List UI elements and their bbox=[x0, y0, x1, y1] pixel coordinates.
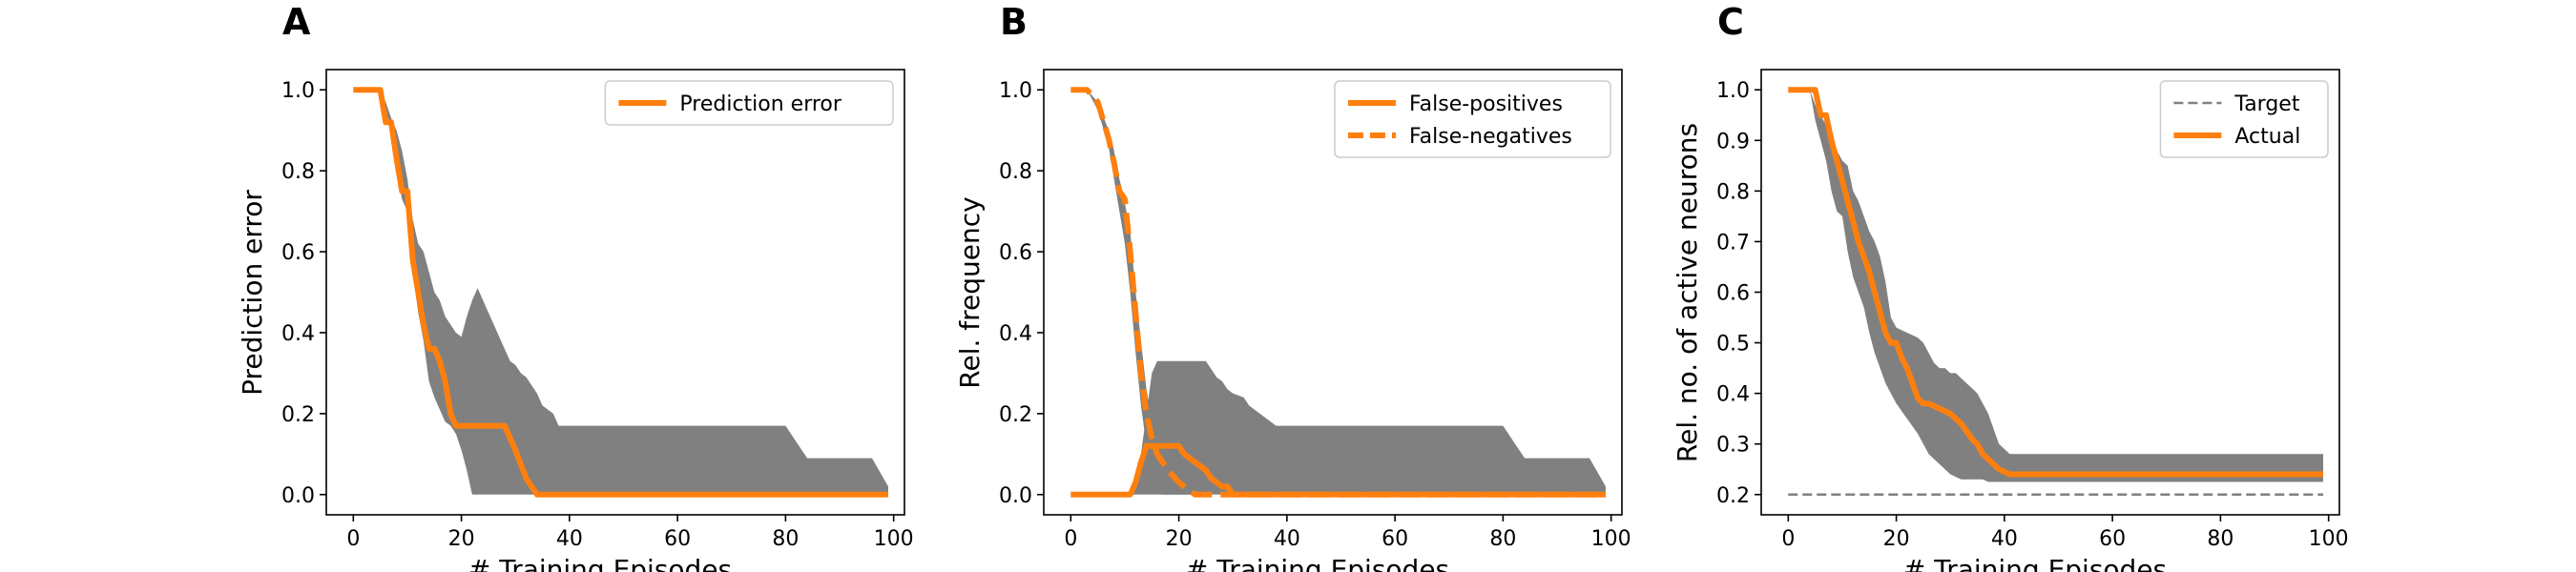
panel-c-plot: 0 20 40 60 80 100 0.2 0.3 0.4 0.5 0.6 0.7 0.8 0.9 1.0 T… bbox=[1716, 69, 2349, 551]
panel-a-ytick-label-3: 0.6 bbox=[281, 241, 315, 265]
panel-c-ytick-label-8: 1.0 bbox=[1716, 79, 1750, 103]
panel-a-ytick-label-2: 0.4 bbox=[281, 322, 315, 346]
panel-c-xtick-label-2: 40 bbox=[1991, 527, 2018, 551]
panel-c-series-1-line bbox=[1788, 87, 2323, 478]
panel-b-xtick-label-1: 20 bbox=[1166, 527, 1193, 551]
panel-a: A 0 20 40 60 80 100 0.0 0.2 0.4 0.6 0.8 1.0 Predicti… bbox=[237, 1, 914, 572]
panel-b-legend-label-1: False-negatives bbox=[1409, 125, 1572, 149]
panel-a-frame bbox=[325, 69, 905, 516]
panel-b-xtick-label-4: 80 bbox=[1489, 527, 1516, 551]
panel-b-legend-label-0: False-positives bbox=[1409, 92, 1563, 116]
panel-a-xtick-label-5: 100 bbox=[874, 527, 914, 551]
panel-b-xtick-label-5: 100 bbox=[1591, 527, 1631, 551]
panel-b-ytick-label-5: 1.0 bbox=[999, 79, 1032, 103]
panel-b-data-layer bbox=[1070, 87, 1606, 498]
panel-b-ytick-label-1: 0.2 bbox=[999, 403, 1032, 427]
panel-b-ytick-label-0: 0.0 bbox=[999, 484, 1032, 508]
panel-b-frame bbox=[1043, 69, 1623, 516]
panel-b-xtick-label-0: 0 bbox=[1064, 527, 1077, 551]
panel-b-ylabel: Rel. frequency bbox=[954, 196, 986, 388]
panel-c-ytick-label-7: 0.9 bbox=[1716, 130, 1750, 153]
panel-a-ylabel: Prediction error bbox=[237, 190, 268, 396]
panel-a-legend-label-0: Prediction error bbox=[679, 92, 841, 116]
panel-a-band-0 bbox=[353, 90, 888, 495]
panel-b-xlabel: # Training Episodes bbox=[1186, 554, 1449, 572]
panel-a-xtick-label-1: 20 bbox=[448, 527, 475, 551]
panel-c-letter: C bbox=[1717, 1, 1744, 43]
panel-b-xtick-label-3: 60 bbox=[1381, 527, 1408, 551]
panel-a-ytick-label-1: 0.2 bbox=[281, 403, 315, 427]
panel-c-ytick-label-6: 0.8 bbox=[1716, 180, 1750, 204]
panel-c-xtick-label-0: 0 bbox=[1781, 527, 1795, 551]
panel-b-plot: 0 20 40 60 80 100 0.0 0.2 0.4 0.6 0.8 1.0 False-posi… bbox=[999, 69, 1631, 551]
panel-a-xtick-label-3: 60 bbox=[664, 527, 691, 551]
panel-a-ytick-label-0: 0.0 bbox=[281, 484, 315, 508]
panel-c-ytick-label-5: 0.7 bbox=[1716, 231, 1750, 255]
panel-a-ytick-label-4: 0.8 bbox=[281, 160, 315, 184]
panel-b-letter: B bbox=[1000, 1, 1028, 43]
panel-c-ytick-label-3: 0.5 bbox=[1716, 333, 1750, 357]
panel-a-series-0-line bbox=[353, 87, 888, 498]
panel-b-legend-box bbox=[1334, 80, 1611, 158]
panel-c-ytick-label-0: 0.2 bbox=[1716, 484, 1750, 508]
panel-b-ytick-label-4: 0.8 bbox=[999, 160, 1032, 184]
panel-a-xtick-label-4: 80 bbox=[772, 527, 799, 551]
panel-c-data-layer bbox=[1788, 87, 2323, 497]
panel-b: B 0 20 40 60 80 100 0.0 0.2 0.4 0.6 0.8 1.0 False-po… bbox=[954, 1, 1631, 572]
panel-a-xtick-label-2: 40 bbox=[556, 527, 583, 551]
panel-c-legend-label-1: Actual bbox=[2234, 125, 2300, 149]
panel-c-xlabel: # Training Episodes bbox=[1903, 554, 2167, 572]
panel-b-xtick-label-2: 40 bbox=[1274, 527, 1300, 551]
panel-c-ytick-label-4: 0.6 bbox=[1716, 282, 1750, 306]
panel-c-legend-label-0: Target bbox=[2233, 92, 2299, 116]
panel-a-xlabel: # Training Episodes bbox=[468, 554, 732, 572]
panel-c-band-0 bbox=[1788, 90, 2323, 482]
panel-a-data-layer bbox=[353, 87, 888, 498]
panel-c: C 0 20 40 60 80 100 0.2 0.3 0.4 0.5 0.6 0.7 0.8 0.9 1.… bbox=[1672, 1, 2349, 572]
panel-a-letter: A bbox=[282, 1, 311, 43]
panel-c-ytick-label-2: 0.4 bbox=[1716, 383, 1750, 407]
panel-b-series-0-line bbox=[1070, 442, 1606, 498]
panel-b-ytick-label-3: 0.6 bbox=[999, 241, 1032, 265]
panel-b-band-0 bbox=[1070, 360, 1606, 495]
panel-c-ytick-label-1: 0.3 bbox=[1716, 434, 1750, 458]
panel-c-xtick-label-5: 100 bbox=[2309, 527, 2349, 551]
panel-b-series-1-line bbox=[1070, 87, 1606, 498]
panel-b-ytick-label-2: 0.4 bbox=[999, 322, 1032, 346]
panel-a-plot: 0 20 40 60 80 100 0.0 0.2 0.4 0.6 0.8 1.0 Prediction… bbox=[281, 69, 914, 551]
panel-c-ylabel: Rel. no. of active neurons bbox=[1672, 123, 1703, 462]
panel-c-xtick-label-4: 80 bbox=[2207, 527, 2233, 551]
panel-a-ytick-label-5: 1.0 bbox=[281, 79, 315, 103]
panel-c-xtick-label-3: 60 bbox=[2099, 527, 2126, 551]
panel-a-xtick-label-0: 0 bbox=[346, 527, 360, 551]
panel-a-legend-box bbox=[604, 80, 894, 126]
panel-c-xtick-label-1: 20 bbox=[1883, 527, 1910, 551]
